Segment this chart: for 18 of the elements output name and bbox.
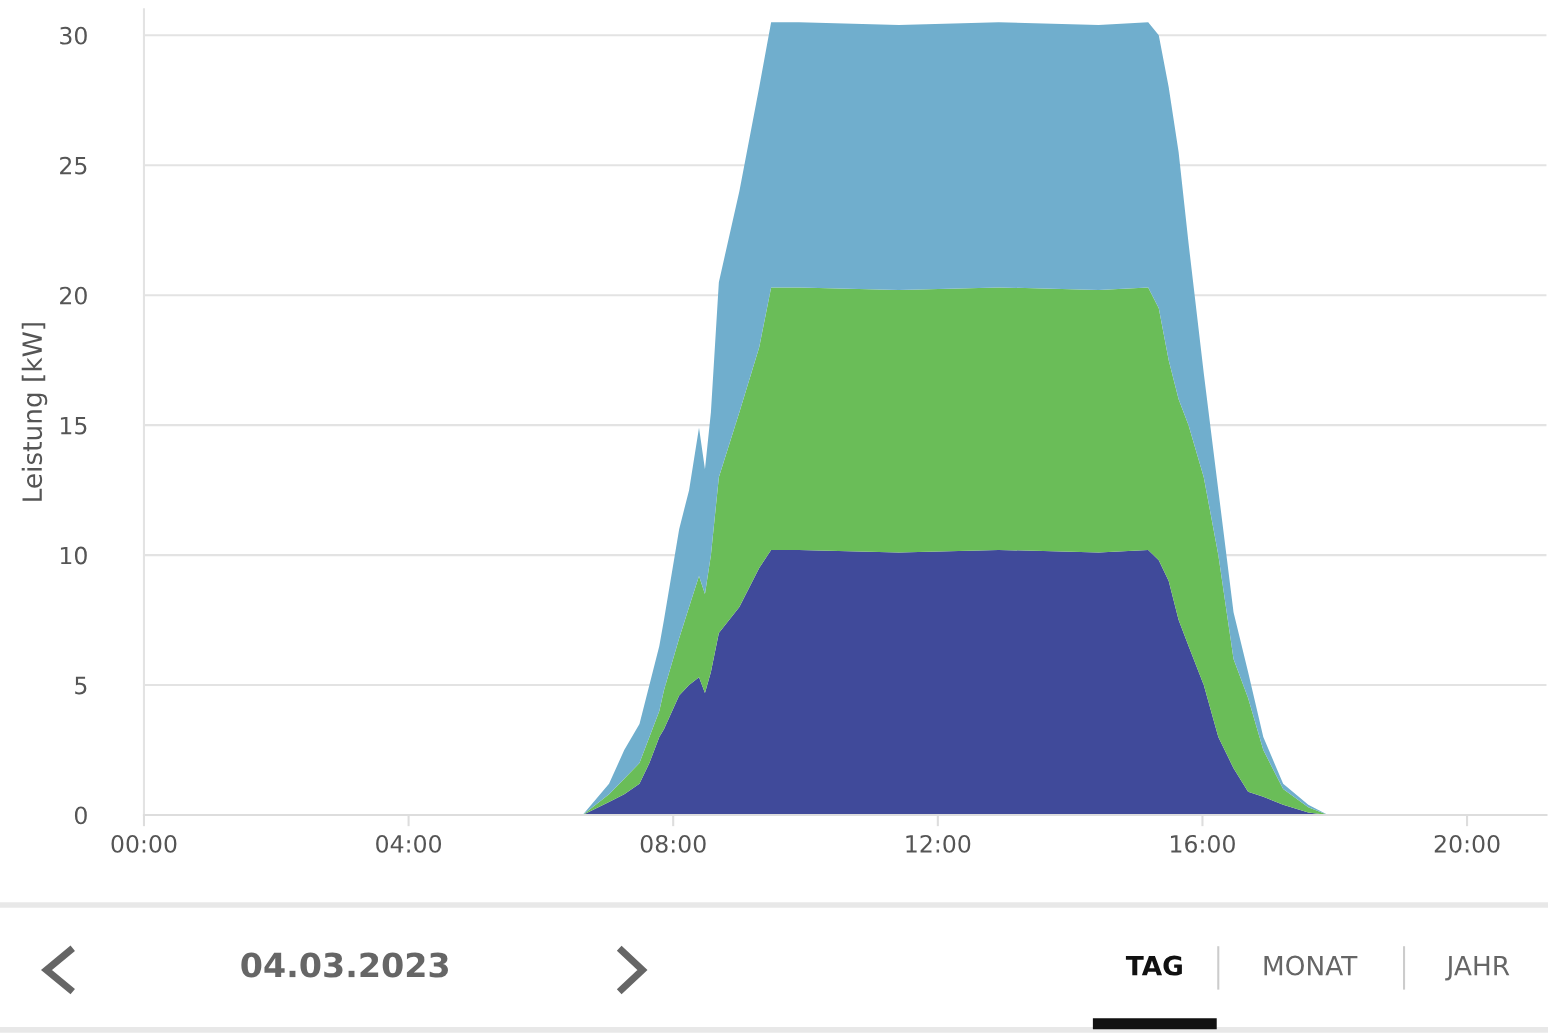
y-tick-label: 15: [60, 416, 87, 435]
y-tick-label: 5: [75, 676, 87, 695]
y-tick-label: 0: [74, 806, 87, 825]
x-tick-label: 08:00: [640, 834, 706, 853]
y-tick-label: 25: [60, 156, 87, 175]
x-tick-label: 12:00: [906, 834, 971, 853]
y-tick-label: 20: [60, 286, 87, 305]
y-tick-label: 10: [60, 546, 87, 565]
x-tick-label: 04:00: [376, 834, 442, 853]
text: JAHR: [1445, 955, 1510, 981]
x-tick-label: 20:00: [1434, 834, 1500, 853]
x-tick-label: 00:00: [111, 834, 177, 853]
y-tick-label: 30: [60, 26, 87, 45]
x-tick-label: 16:00: [1171, 834, 1235, 853]
y-axis-title: Leistung [kW]: [21, 323, 48, 501]
text: TAG: [1125, 955, 1182, 976]
text: 04.03.2023: [241, 952, 448, 978]
text: MONAT: [1264, 955, 1358, 976]
